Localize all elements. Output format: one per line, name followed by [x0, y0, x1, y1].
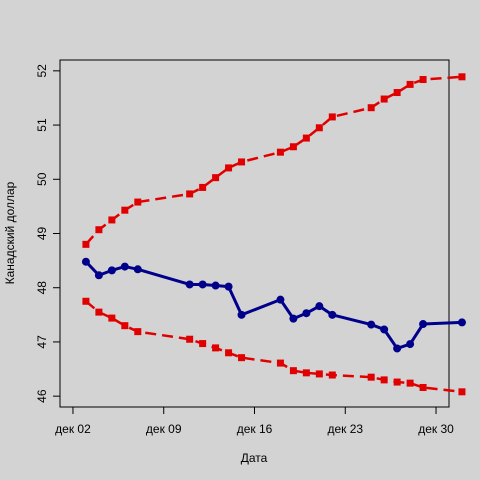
data-point-main	[289, 314, 298, 323]
data-point-lower	[82, 297, 90, 305]
data-point-lower	[121, 322, 129, 330]
data-point-main	[133, 265, 142, 274]
data-point-upper	[302, 134, 310, 142]
data-point-main	[94, 271, 103, 280]
data-point-upper	[134, 198, 142, 206]
series-upper	[82, 73, 466, 248]
y-tick-label: 50	[35, 172, 49, 186]
data-point-upper	[199, 183, 207, 191]
data-point-main	[406, 340, 415, 349]
y-tick-label: 49	[35, 227, 49, 241]
data-point-lower	[95, 308, 103, 316]
data-point-lower	[328, 371, 336, 379]
data-point-upper	[225, 164, 233, 172]
y-tick-label: 48	[35, 281, 49, 295]
data-point-lower	[108, 314, 116, 322]
data-point-upper	[406, 80, 414, 88]
x-axis: дек 02 дек 09 дек 16 дек 23 дек 30	[55, 406, 454, 436]
data-point-lower	[315, 370, 323, 378]
data-point-upper	[82, 240, 90, 248]
data-point-upper	[121, 206, 129, 214]
data-point-main	[393, 344, 402, 353]
data-point-lower	[199, 340, 207, 348]
data-point-main	[328, 310, 337, 319]
data-point-main	[211, 281, 220, 290]
x-tick-label: дек 30	[418, 422, 454, 436]
series-line-main	[84, 260, 463, 350]
series-lower	[82, 297, 466, 396]
y-axis: 46 47 48 49 50 51 52	[35, 64, 61, 403]
x-tick-label: дек 02	[55, 422, 91, 436]
data-point-main	[302, 309, 311, 318]
data-point-upper	[186, 190, 194, 198]
data-point-lower	[380, 376, 388, 384]
data-point-lower	[406, 379, 414, 387]
plot-frame	[59, 59, 450, 408]
y-tick-label: 46	[35, 389, 49, 403]
data-point-main	[120, 262, 129, 271]
data-point-lower	[419, 383, 427, 391]
data-point-upper	[276, 148, 284, 156]
series-line-upper	[84, 75, 463, 246]
y-tick-label: 51	[35, 118, 49, 132]
data-point-main	[315, 302, 324, 311]
data-point-lower	[458, 388, 466, 396]
data-point-main	[276, 295, 285, 304]
data-point-upper	[95, 226, 103, 234]
x-tick-label: дек 23	[327, 422, 363, 436]
data-point-upper	[393, 89, 401, 97]
series-layer	[81, 73, 466, 396]
data-point-main	[419, 320, 428, 329]
data-point-lower	[367, 373, 375, 381]
data-point-upper	[367, 104, 375, 112]
x-tick-label: дек 16	[237, 422, 273, 436]
data-point-upper	[458, 73, 466, 81]
data-point-main	[185, 280, 194, 289]
data-point-main	[107, 266, 116, 275]
data-point-upper	[212, 174, 220, 182]
data-point-upper	[108, 216, 116, 224]
data-point-upper	[289, 143, 297, 151]
data-point-lower	[276, 359, 284, 367]
data-point-main	[198, 280, 207, 289]
data-point-lower	[134, 328, 142, 336]
data-point-lower	[225, 349, 233, 357]
data-point-lower	[289, 367, 297, 375]
data-point-upper	[315, 124, 323, 132]
data-point-main	[224, 282, 233, 291]
y-tick-label: 47	[35, 335, 49, 349]
series-main	[81, 257, 466, 353]
data-point-upper	[328, 113, 336, 121]
data-point-main	[380, 325, 389, 334]
data-point-lower	[238, 354, 246, 362]
data-point-upper	[238, 158, 246, 166]
data-point-upper	[419, 76, 427, 84]
y-axis-label: Канадский доллар	[3, 181, 17, 284]
data-point-lower	[393, 378, 401, 386]
x-axis-label: Дата	[241, 451, 268, 465]
data-point-lower	[212, 344, 220, 352]
data-point-main	[81, 257, 90, 266]
data-point-main	[457, 318, 466, 327]
data-point-main	[237, 310, 246, 319]
data-point-main	[367, 320, 376, 329]
y-tick-label: 52	[35, 64, 49, 78]
data-point-upper	[380, 95, 388, 103]
data-point-lower	[186, 335, 194, 343]
data-point-lower	[302, 369, 310, 377]
x-tick-label: дек 09	[146, 422, 182, 436]
